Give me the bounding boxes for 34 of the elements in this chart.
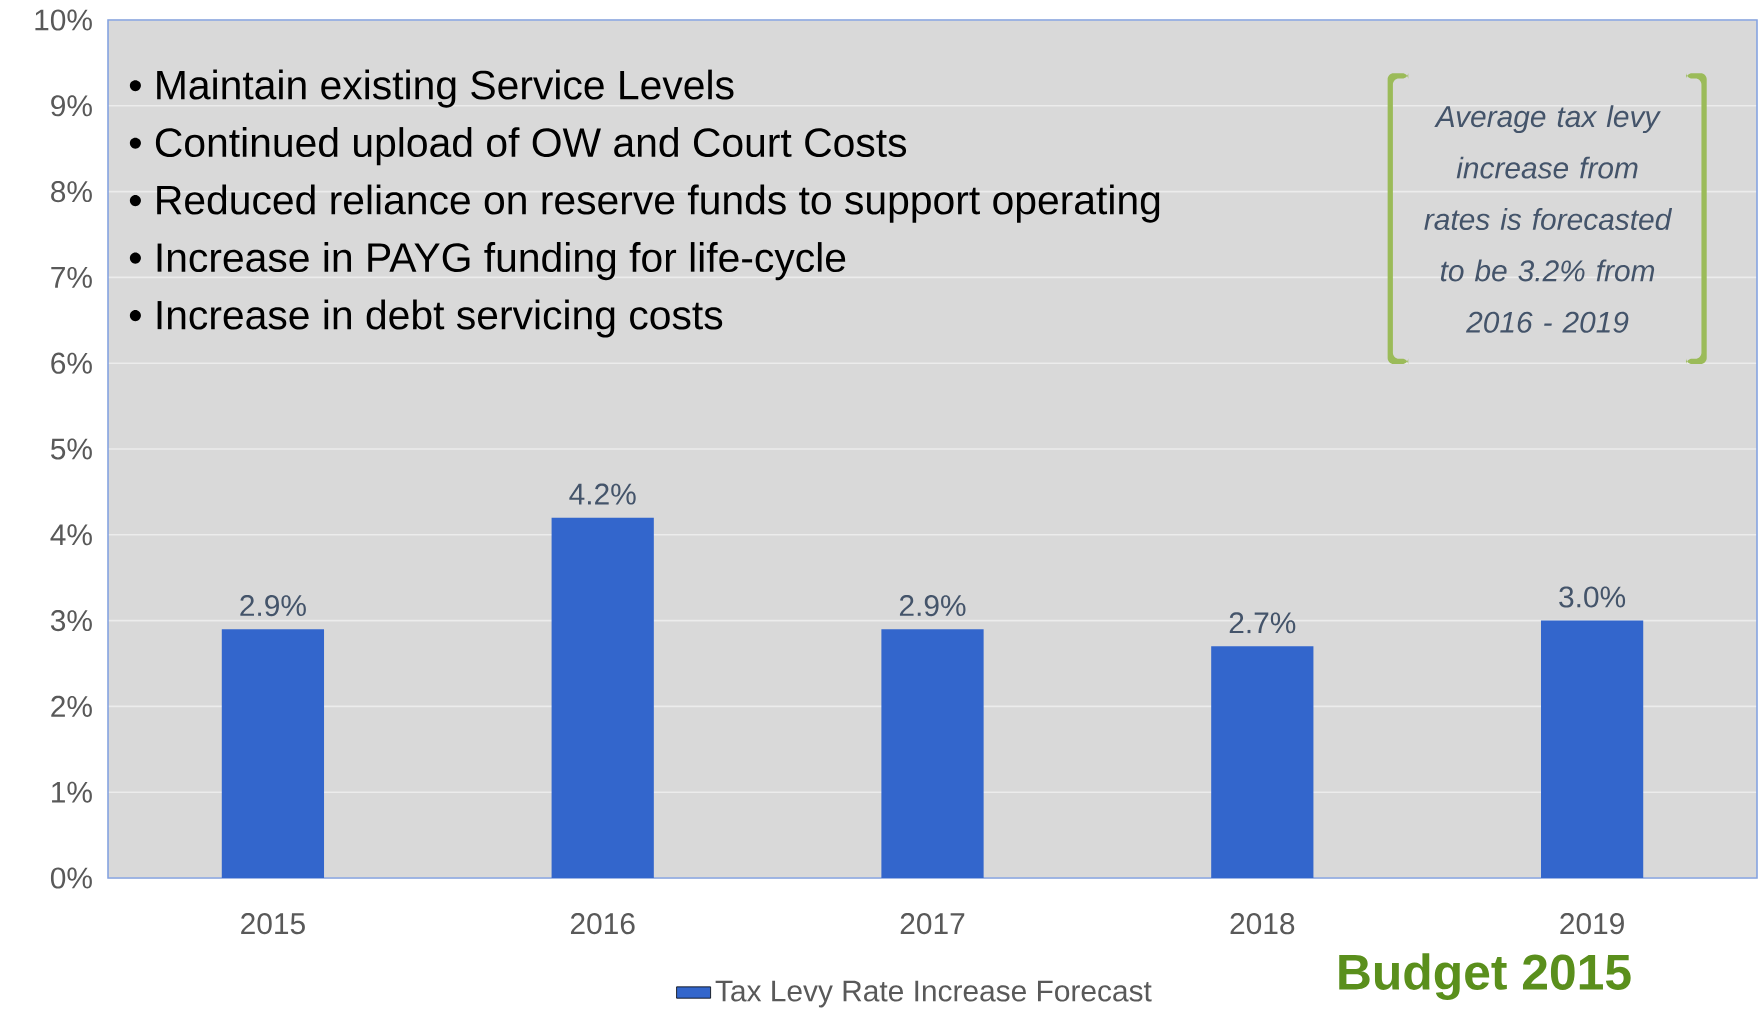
- x-tick-label: 2016: [570, 912, 635, 935]
- annotation: • Increase in PAYG funding for life-cycle: [129, 241, 846, 281]
- y-tick-label: 6%: [51, 352, 92, 374]
- annotation: Average tax levy increase from rates is forecasted to be 3.2% from 2016 - 2019: [1424, 105, 1673, 333]
- y-tick-label: 0%: [50, 867, 92, 889]
- text: Budget 2015: [1339, 953, 1631, 1000]
- bar: [551, 517, 654, 878]
- legend-label: Tax Levy Rate Increase Forecast: [715, 980, 1152, 1008]
- bar: [1540, 620, 1644, 878]
- x-tick-label: 2019: [1560, 912, 1624, 935]
- annotation: • Reduced reliance on reserve funds to support operating: [129, 184, 1160, 223]
- data-label: 3.0%: [1559, 586, 1626, 608]
- annotation: • Maintain existing Service Levels: [129, 69, 734, 108]
- x-tick-label: 2015: [241, 912, 305, 935]
- y-tick-label: 7%: [51, 266, 92, 288]
- data-label: 2.9%: [240, 594, 306, 616]
- bar: [221, 629, 325, 878]
- bar: [881, 629, 984, 878]
- y-tick-label: 8%: [51, 180, 92, 203]
- y-tick-label: 2%: [51, 695, 92, 717]
- data-label: 4.2%: [569, 483, 636, 505]
- y-tick-label: 10%: [35, 9, 92, 31]
- y-tick-label: 5%: [50, 438, 92, 460]
- annotation: • Increase in debt servicing costs: [129, 299, 723, 338]
- bar: [1211, 646, 1314, 878]
- y-tick-label: 3%: [50, 609, 92, 632]
- annotation: • Continued upload of OW and Court Costs: [129, 126, 907, 166]
- data-label: 2.9%: [899, 594, 966, 616]
- y-tick-label: 4%: [50, 524, 92, 546]
- x-tick-label: 2017: [900, 912, 965, 935]
- data-label: 2.7%: [1229, 612, 1296, 634]
- x-tick-label: 2018: [1230, 912, 1295, 935]
- y-tick-label: 1%: [52, 781, 92, 803]
- y-tick-label: 9%: [51, 95, 92, 117]
